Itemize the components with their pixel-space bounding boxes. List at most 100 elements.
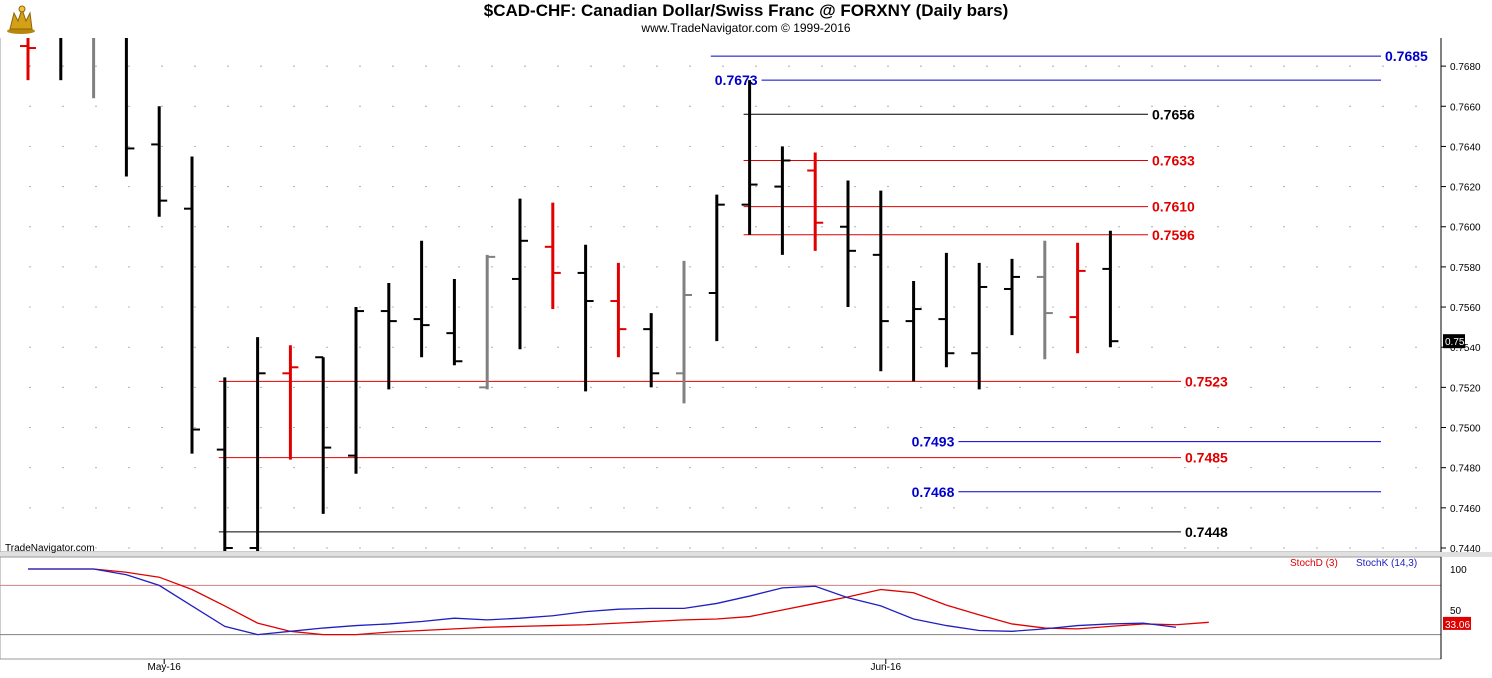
- grid-dot: [1118, 346, 1120, 348]
- grid-dot: [1382, 266, 1384, 268]
- grid-dot: [953, 266, 955, 268]
- grid-dot: [326, 306, 328, 308]
- grid-dot: [29, 547, 31, 549]
- grid-dot: [260, 426, 262, 429]
- price-axis-tick-label: 0.7540: [1450, 343, 1481, 354]
- grid-dot: [128, 426, 130, 429]
- grid-dot: [392, 226, 394, 228]
- grid-dot: [29, 145, 31, 148]
- grid-dot: [986, 266, 988, 268]
- grid-dot: [524, 306, 526, 308]
- grid-dot: [854, 226, 856, 228]
- stoch-d-legend: StochD (3): [1290, 558, 1338, 569]
- grid-dot: [1316, 145, 1318, 148]
- grid-dot: [722, 145, 724, 148]
- grid-dot: [689, 426, 691, 429]
- grid-dot: [821, 65, 823, 67]
- grid-dot: [1382, 426, 1384, 429]
- grid-dot: [1415, 306, 1417, 308]
- grid-dot: [227, 467, 229, 469]
- grid-dot: [1118, 65, 1120, 67]
- grid-dot: [788, 65, 790, 67]
- grid-dot: [1085, 185, 1087, 188]
- grid-dot: [293, 426, 295, 429]
- stoch-axis-bg: [1441, 557, 1492, 659]
- price-axis-tick-label: 0.7440: [1450, 544, 1481, 555]
- grid-dot: [1184, 105, 1186, 107]
- grid-dot: [1118, 185, 1120, 188]
- grid-dot: [194, 306, 196, 308]
- grid-dot: [656, 185, 658, 188]
- grid-dot: [788, 547, 790, 549]
- grid-dot: [359, 306, 361, 308]
- grid-dot: [1085, 226, 1087, 228]
- grid-dot: [689, 65, 691, 67]
- grid-dot: [227, 507, 229, 509]
- grid-dot: [788, 105, 790, 107]
- grid-dot: [887, 105, 889, 107]
- grid-dot: [590, 386, 592, 388]
- grid-dot: [1052, 386, 1054, 388]
- grid-dot: [1085, 386, 1087, 388]
- grid-dot: [854, 105, 856, 107]
- grid-dot: [1184, 547, 1186, 549]
- grid-dot: [1151, 507, 1153, 509]
- grid-dot: [986, 306, 988, 308]
- grid-dot: [1250, 507, 1252, 509]
- grid-dot: [623, 306, 625, 308]
- grid-dot: [986, 507, 988, 509]
- grid-dot: [722, 266, 724, 268]
- grid-dot: [128, 467, 130, 469]
- grid-dot: [161, 467, 163, 469]
- grid-dot: [194, 185, 196, 188]
- grid-dot: [161, 65, 163, 67]
- grid-dot: [557, 105, 559, 107]
- grid-dot: [293, 507, 295, 509]
- grid-dot: [227, 226, 229, 228]
- grid-dot: [1316, 105, 1318, 107]
- grid-dot: [458, 507, 460, 509]
- grid-dot: [590, 65, 592, 67]
- price-axis-tick-label: 0.7680: [1450, 62, 1481, 73]
- grid-dot: [689, 306, 691, 308]
- grid-dot: [62, 547, 64, 549]
- grid-dot: [260, 65, 262, 67]
- grid-dot: [920, 467, 922, 469]
- grid-dot: [293, 346, 295, 348]
- grid-dot: [29, 306, 31, 308]
- grid-dot: [821, 145, 823, 148]
- grid-dot: [491, 65, 493, 67]
- grid-dot: [887, 386, 889, 388]
- grid-dot: [194, 105, 196, 107]
- grid-dot: [194, 547, 196, 549]
- grid-dot: [920, 145, 922, 148]
- level-label: 0.7448: [1185, 524, 1228, 540]
- grid-dot: [260, 386, 262, 388]
- level-label: 0.7610: [1152, 199, 1195, 215]
- grid-dot: [194, 226, 196, 228]
- grid-dot: [788, 306, 790, 308]
- grid-dot: [392, 105, 394, 107]
- grid-dot: [821, 547, 823, 549]
- grid-dot: [953, 226, 955, 228]
- grid-dot: [1151, 185, 1153, 188]
- grid-dot: [1151, 266, 1153, 268]
- grid-dot: [392, 507, 394, 509]
- grid-dot: [986, 226, 988, 228]
- stoch-series-line: [28, 568, 1177, 636]
- grid-dot: [1349, 346, 1351, 348]
- grid-dot: [557, 547, 559, 549]
- chart-subtitle: www.TradeNavigator.com © 1999-2016: [641, 21, 851, 35]
- grid-dot: [722, 467, 724, 469]
- grid-dot: [1217, 386, 1219, 388]
- stoch-axis-tick-label: 100: [1450, 565, 1467, 576]
- grid-dot: [1085, 145, 1087, 148]
- grid-dot: [95, 105, 97, 107]
- grid-dot: [854, 346, 856, 348]
- grid-dot: [227, 346, 229, 348]
- chart-title: $CAD-CHF: Canadian Dollar/Swiss Franc @ …: [483, 1, 1009, 20]
- date-axis-bg: [0, 659, 1492, 678]
- grid-dot: [293, 266, 295, 268]
- grid-dot: [1118, 547, 1120, 549]
- grid-dot: [491, 226, 493, 228]
